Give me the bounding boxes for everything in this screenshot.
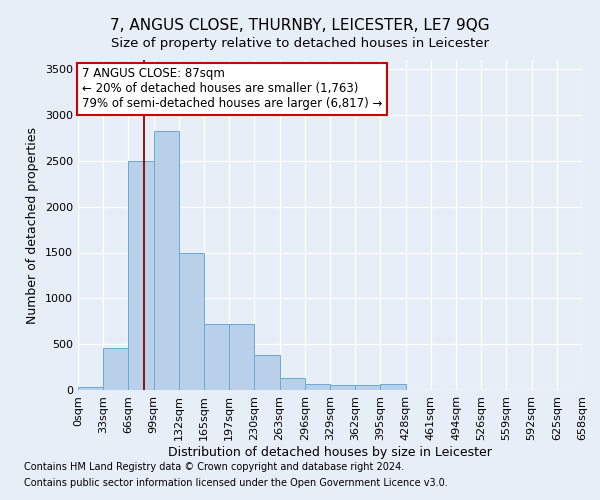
- Bar: [229, 324, 254, 390]
- Bar: [280, 378, 305, 390]
- Bar: [254, 355, 280, 390]
- Bar: [355, 386, 380, 390]
- X-axis label: Distribution of detached houses by size in Leicester: Distribution of detached houses by size …: [168, 446, 492, 458]
- Text: Size of property relative to detached houses in Leicester: Size of property relative to detached ho…: [111, 38, 489, 51]
- Bar: [78, 387, 103, 390]
- Bar: [179, 252, 204, 390]
- Bar: [380, 384, 406, 390]
- Bar: [103, 348, 128, 390]
- Text: 7, ANGUS CLOSE, THURNBY, LEICESTER, LE7 9QG: 7, ANGUS CLOSE, THURNBY, LEICESTER, LE7 …: [110, 18, 490, 32]
- Text: Contains public sector information licensed under the Open Government Licence v3: Contains public sector information licen…: [24, 478, 448, 488]
- Bar: [154, 130, 179, 390]
- Bar: [330, 386, 355, 390]
- Y-axis label: Number of detached properties: Number of detached properties: [26, 126, 40, 324]
- Text: 7 ANGUS CLOSE: 87sqm
← 20% of detached houses are smaller (1,763)
79% of semi-de: 7 ANGUS CLOSE: 87sqm ← 20% of detached h…: [82, 68, 382, 110]
- Bar: [128, 161, 154, 390]
- Bar: [204, 324, 229, 390]
- Text: Contains HM Land Registry data © Crown copyright and database right 2024.: Contains HM Land Registry data © Crown c…: [24, 462, 404, 472]
- Bar: [305, 384, 330, 390]
